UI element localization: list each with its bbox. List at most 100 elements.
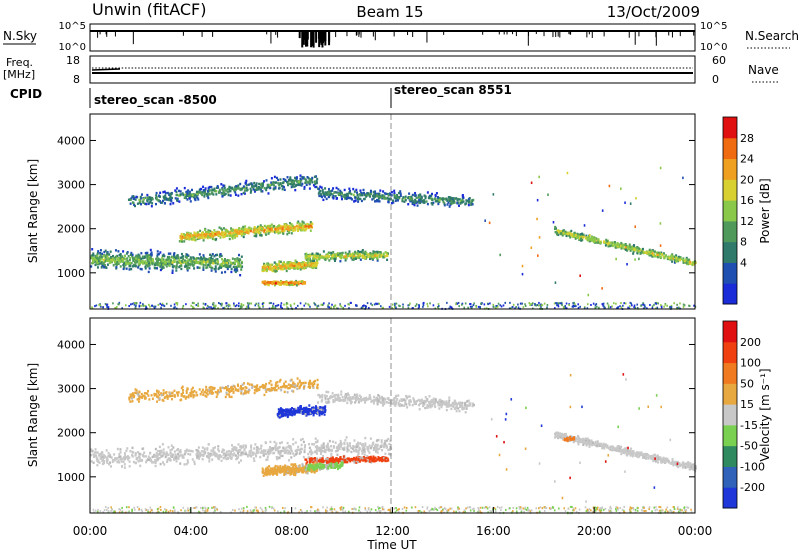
echo-cell bbox=[204, 263, 207, 267]
echo-cell bbox=[224, 270, 227, 274]
echo-cell bbox=[224, 189, 227, 192]
ground-scatter-cell bbox=[185, 303, 187, 306]
nsearch-tick-bottom: 10^0 bbox=[700, 42, 727, 53]
echo-cell bbox=[470, 203, 473, 206]
echo-cell bbox=[237, 450, 240, 453]
echo-cell bbox=[606, 240, 609, 243]
ground-scatter-cell bbox=[161, 302, 164, 305]
echo-cell bbox=[91, 256, 94, 259]
echo-cell bbox=[306, 181, 309, 184]
echo-cell bbox=[349, 189, 352, 193]
ground-scatter-cell bbox=[139, 301, 142, 304]
echo-cell bbox=[95, 262, 98, 265]
ground-scatter-cell bbox=[572, 305, 575, 308]
echo-cell bbox=[156, 400, 159, 403]
echo-cell bbox=[252, 451, 255, 455]
echo-cell bbox=[109, 258, 112, 261]
ground-scatter-cell bbox=[669, 305, 671, 308]
ground-scatter-cell bbox=[456, 302, 459, 305]
echo-cell bbox=[133, 203, 136, 206]
echo-cell bbox=[113, 459, 116, 462]
ground-scatter-cell bbox=[521, 302, 523, 305]
echo-cell bbox=[238, 253, 241, 257]
echo-cell bbox=[149, 248, 152, 252]
echo-cell bbox=[218, 266, 221, 270]
echo-cell bbox=[449, 197, 452, 201]
echo-cell bbox=[194, 261, 197, 264]
echo-cell bbox=[234, 446, 237, 449]
echo-cell bbox=[207, 193, 210, 196]
echo-cell bbox=[283, 261, 286, 264]
echo-cell bbox=[571, 233, 574, 236]
echo-cell bbox=[173, 450, 176, 453]
echo-cell bbox=[276, 225, 279, 229]
echo-cell bbox=[104, 257, 107, 260]
ground-scatter-cell bbox=[376, 303, 378, 306]
echo-cell bbox=[263, 262, 266, 266]
echo-cell bbox=[258, 182, 261, 186]
echo-cell bbox=[222, 264, 225, 268]
ground-scatter-cell bbox=[541, 304, 544, 307]
echo-cell bbox=[574, 234, 577, 237]
ground-scatter-cell bbox=[375, 302, 377, 305]
echo-cell bbox=[327, 187, 330, 191]
echo-cell bbox=[118, 453, 121, 456]
echo-cell bbox=[196, 261, 199, 264]
ground-scatter-cell bbox=[557, 305, 560, 308]
echo-cell bbox=[269, 186, 272, 190]
echo-cell bbox=[653, 250, 656, 253]
echo-cell bbox=[123, 457, 126, 461]
nsearch-label: N.Search bbox=[745, 29, 799, 43]
echo-cell bbox=[142, 262, 145, 265]
echo-cell bbox=[451, 202, 454, 205]
ground-scatter-cell bbox=[138, 304, 141, 307]
freq-tick-bottom: 8 bbox=[73, 73, 80, 86]
echo-cell bbox=[447, 201, 450, 204]
echo-cell bbox=[223, 456, 226, 459]
echo-cell bbox=[337, 193, 340, 196]
echo-cell bbox=[156, 456, 159, 460]
ground-scatter-cell bbox=[304, 302, 307, 305]
ground-scatter-cell bbox=[173, 306, 175, 309]
echo-cell bbox=[270, 223, 273, 226]
echo-cell bbox=[110, 465, 113, 468]
echo-cell bbox=[158, 456, 161, 460]
ground-scatter-cell bbox=[327, 305, 329, 308]
echo-cell bbox=[215, 258, 218, 261]
echo-cell bbox=[386, 192, 389, 196]
echo-cell bbox=[310, 452, 313, 455]
echo-cell bbox=[170, 200, 173, 203]
echo-cell bbox=[381, 197, 384, 200]
echo-cell bbox=[224, 192, 227, 195]
ground-scatter-cell bbox=[362, 305, 364, 308]
echo-cell bbox=[136, 202, 139, 205]
ground-scatter-cell bbox=[225, 302, 227, 305]
echo-cell bbox=[140, 257, 143, 261]
ground-scatter-cell bbox=[225, 304, 228, 307]
echo-cell bbox=[666, 256, 669, 259]
echo-cell bbox=[244, 182, 247, 185]
echo-cell bbox=[286, 233, 289, 236]
echo-cell bbox=[231, 453, 234, 456]
echo-cell bbox=[197, 198, 200, 201]
echo-cell bbox=[277, 446, 280, 449]
ground-scatter-cell bbox=[255, 302, 257, 305]
echo-cell bbox=[283, 448, 286, 451]
echo-cell bbox=[260, 228, 263, 231]
ground-scatter-cell bbox=[565, 302, 568, 305]
echo-cell bbox=[293, 262, 296, 266]
ground-scatter-cell bbox=[203, 307, 205, 310]
echo-cell bbox=[650, 250, 653, 254]
echo-cell bbox=[291, 283, 294, 287]
echo-cell bbox=[346, 253, 349, 256]
echo-cell bbox=[208, 189, 211, 192]
ground-scatter-cell bbox=[630, 302, 633, 305]
ground-scatter-cell bbox=[612, 302, 615, 305]
echo-cell bbox=[134, 453, 137, 456]
colorbar-segment bbox=[723, 117, 737, 139]
ground-scatter-cell bbox=[643, 304, 646, 307]
echo-cell bbox=[276, 456, 279, 459]
echo-cell bbox=[659, 166, 662, 170]
ground-scatter-cell bbox=[270, 307, 273, 310]
echo-cell bbox=[298, 380, 301, 384]
